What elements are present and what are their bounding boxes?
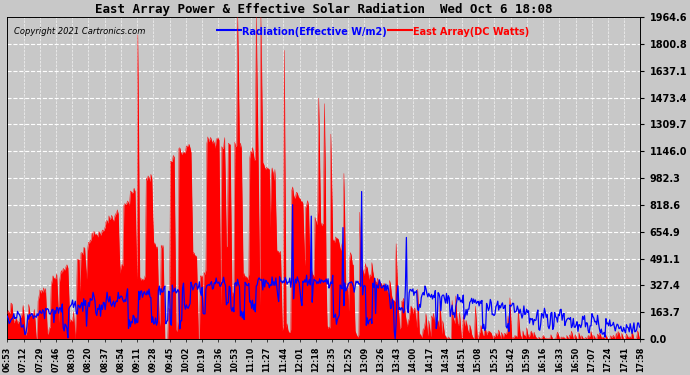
Text: Copyright 2021 Cartronics.com: Copyright 2021 Cartronics.com	[14, 27, 145, 36]
Text: East Array(DC Watts): East Array(DC Watts)	[413, 27, 529, 37]
Title: East Array Power & Effective Solar Radiation  Wed Oct 6 18:08: East Array Power & Effective Solar Radia…	[95, 3, 553, 16]
Text: Radiation(Effective W/m2): Radiation(Effective W/m2)	[241, 27, 386, 37]
